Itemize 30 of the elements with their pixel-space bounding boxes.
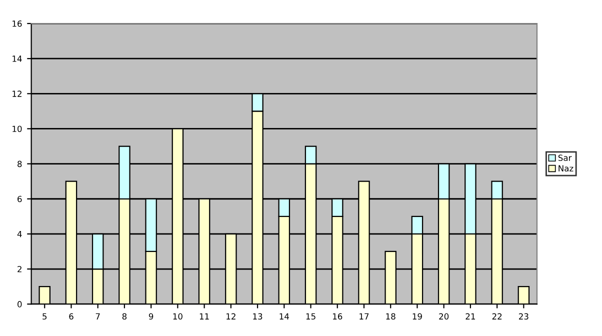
x-tick-label: 14: [280, 313, 289, 320]
x-tick-label: 8: [122, 313, 127, 320]
y-tick-label: 16: [12, 20, 22, 27]
y-tick-label: 10: [12, 126, 22, 132]
y-tick-label: 8: [18, 160, 22, 168]
x-tick-label: 12: [226, 313, 236, 320]
x-tick-label: 19: [412, 313, 422, 320]
y-tick-label: 0: [18, 301, 22, 308]
x-tick-label: 22: [492, 313, 502, 320]
x-tick-label: 10: [173, 313, 182, 320]
y-tick-label: 6: [18, 196, 22, 202]
x-tick-label: 23: [518, 313, 528, 320]
x-tick-label: 21: [466, 313, 475, 320]
y-tick-label: 14: [12, 56, 22, 62]
y-tick-label: 4: [17, 231, 22, 238]
x-tick-label: 15: [306, 313, 316, 320]
x-tick-label: 11: [200, 313, 209, 320]
x-tick-label: 5: [42, 313, 47, 320]
x-tick-label: 20: [439, 313, 449, 320]
x-tick-label: 6: [69, 313, 74, 320]
x-tick-label: 16: [332, 313, 342, 320]
x-tick-label: 18: [386, 313, 396, 320]
y-tick-label: 2: [18, 266, 22, 272]
legend-label: Sar: [558, 154, 572, 161]
y-tick-label: 12: [12, 90, 22, 97]
legend-label: Naz: [558, 165, 574, 172]
x-tick-label: 17: [360, 313, 369, 320]
x-tick-label: 7: [96, 313, 100, 320]
x-tick-label: 9: [148, 313, 154, 320]
x-tick-label: 13: [253, 313, 262, 320]
